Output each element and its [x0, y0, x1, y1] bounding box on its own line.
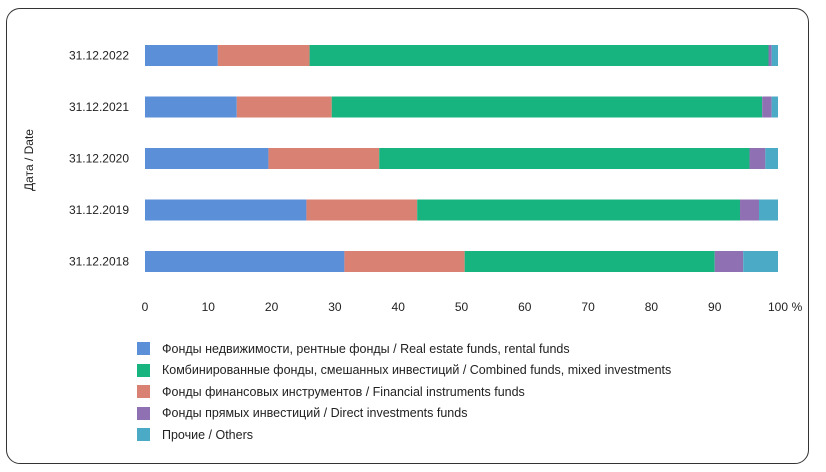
x-tick-label: 40 — [392, 300, 406, 314]
y-tick-label: 31.12.2019 — [69, 203, 129, 217]
bar-segment — [714, 251, 744, 272]
legend-label: Прочие / Others — [162, 427, 253, 442]
x-tick-label: 80 — [645, 300, 659, 314]
bar-segment — [749, 148, 766, 169]
legend-swatch — [137, 342, 150, 356]
legend-swatch — [137, 406, 150, 420]
x-tick-label: 90 — [708, 300, 722, 314]
bar-segment — [331, 96, 763, 118]
bar-segment — [145, 96, 237, 118]
bar-segment — [743, 251, 778, 272]
y-tick-label: 31.12.2020 — [69, 152, 129, 166]
bar-segment — [236, 96, 332, 118]
y-tick-label: 31.12.2018 — [69, 255, 129, 269]
bar-segment — [268, 148, 380, 169]
legend-swatch — [137, 385, 150, 399]
bar-segment — [306, 199, 418, 221]
y-axis-title: Дата / Date — [22, 129, 36, 191]
legend-item: Прочие / Others — [137, 424, 671, 446]
legend-item: Фонды недвижимости, рентные фонды / Real… — [137, 338, 671, 360]
bar-segment — [464, 251, 715, 272]
bar-segment — [145, 148, 269, 169]
bar-segment — [759, 199, 778, 221]
bar-segment — [417, 199, 741, 221]
bar-segment — [740, 199, 760, 221]
x-tick-label: 60 — [518, 300, 532, 314]
x-tick-label: 20 — [265, 300, 279, 314]
legend-item: Фонды финансовых инструментов / Financia… — [137, 381, 671, 403]
x-axis-unit: % — [792, 300, 803, 314]
bar-segment — [765, 148, 778, 169]
bar-segment — [379, 148, 750, 169]
bar-segment — [309, 45, 769, 66]
legend-label: Фонды недвижимости, рентные фонды / Real… — [162, 341, 570, 356]
y-tick-label: 31.12.2022 — [69, 49, 129, 63]
bar-segment — [762, 96, 772, 118]
x-tick-label: 10 — [202, 300, 216, 314]
bar-segment — [145, 45, 218, 66]
y-tick-label: 31.12.2021 — [69, 100, 129, 114]
x-tick-label: 70 — [581, 300, 595, 314]
bar-segment — [145, 251, 345, 272]
legend-label: Фонды финансовых инструментов / Financia… — [162, 384, 525, 399]
legend-swatch — [137, 428, 150, 442]
legend-item: Комбинированные фонды, смешанных инвести… — [137, 360, 671, 382]
bar-segment — [771, 96, 778, 118]
x-tick-label: 50 — [455, 300, 469, 314]
x-tick-label: 30 — [328, 300, 342, 314]
x-tick-label: 0 — [142, 300, 149, 314]
legend-label: Комбинированные фонды, смешанных инвести… — [162, 363, 672, 378]
chart-legend: Фонды недвижимости, рентные фонды / Real… — [137, 338, 671, 446]
legend-swatch — [137, 363, 150, 377]
bar-segment — [344, 251, 465, 272]
bar-segment — [217, 45, 310, 66]
legend-label: Фонды прямых инвестиций / Direct investm… — [162, 406, 468, 421]
bar-segment — [771, 45, 778, 66]
bar-segment — [768, 45, 772, 66]
x-tick-label: 100 — [768, 300, 788, 314]
legend-item: Фонды прямых инвестиций / Direct investm… — [137, 403, 671, 425]
bar-segment — [145, 199, 307, 221]
